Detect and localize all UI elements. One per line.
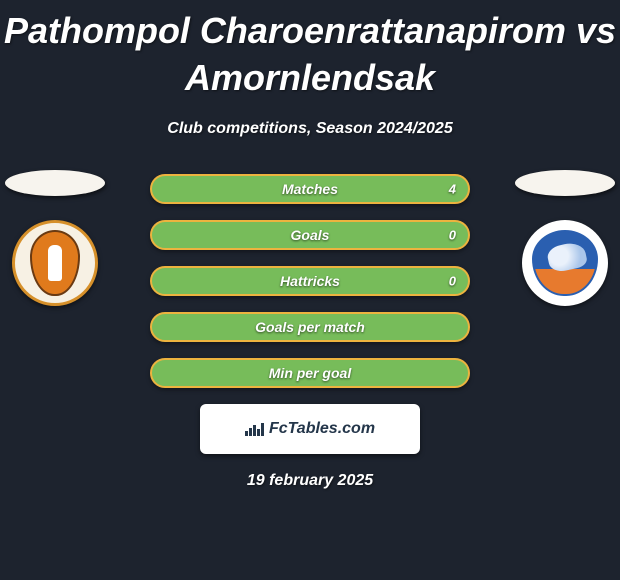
stat-right-value: 0 — [449, 227, 456, 242]
hands-icon — [48, 245, 62, 281]
stat-row: Hattricks 0 — [150, 266, 470, 296]
stat-label: Min per goal — [269, 365, 351, 381]
brand-box: FcTables.com — [200, 404, 420, 454]
comparison-subtitle: Club competitions, Season 2024/2025 — [0, 120, 620, 138]
player-right-name-ellipse — [515, 170, 615, 196]
comparison-content: Matches 4 Goals 0 Hattricks 0 Goals per match M… — [0, 170, 620, 490]
stat-row: Matches 4 — [150, 174, 470, 204]
stat-row: Goals per match — [150, 312, 470, 342]
shield-icon — [532, 230, 598, 296]
player-right-club-badge — [522, 220, 608, 306]
stat-label: Hattricks — [280, 273, 340, 289]
shield-icon — [30, 230, 80, 296]
stat-row: Min per goal — [150, 358, 470, 388]
stat-label: Matches — [282, 181, 338, 197]
horse-icon — [546, 240, 589, 273]
stat-row: Goals 0 — [150, 220, 470, 250]
player-right-slot — [515, 170, 615, 306]
player-left-club-badge — [12, 220, 98, 306]
stats-container: Matches 4 Goals 0 Hattricks 0 Goals per match M… — [150, 170, 470, 388]
player-left-name-ellipse — [5, 170, 105, 196]
brand-text: FcTables.com — [269, 420, 375, 438]
stat-label: Goals — [291, 227, 330, 243]
stat-right-value: 0 — [449, 273, 456, 288]
comparison-title: Pathompol Charoenrattanapirom vs Amornle… — [0, 0, 620, 102]
comparison-date: 19 february 2025 — [0, 472, 620, 490]
bar-chart-icon — [245, 422, 265, 436]
player-left-slot — [5, 170, 105, 306]
stat-right-value: 4 — [449, 181, 456, 196]
stat-label: Goals per match — [255, 319, 365, 335]
